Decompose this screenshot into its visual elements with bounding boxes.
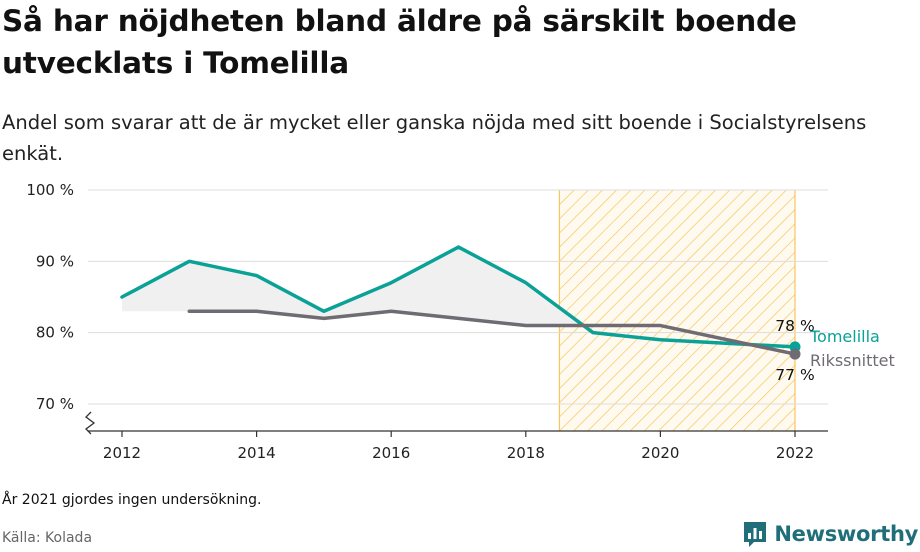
chart-subtitle: Andel som svarar att de är mycket eller … [2,111,867,165]
x-tick-label: 2018 [507,444,545,462]
brand-logo: Newsworthy [742,517,918,551]
highlight-range [559,190,795,431]
end-point-rikssnittet [789,348,801,360]
x-tick-label: 2012 [103,444,141,462]
line-chart: 70 % 80 % 90 % 100 % 2012 2014 2016 2018 2020 20… [26,181,895,462]
end-value-label: 77 % [775,366,814,384]
source-note: Källa: Kolada [2,530,93,546]
y-tick-label: 90 % [36,252,74,270]
y-tick-label: 70 % [36,395,74,413]
series-line-tomelilla [120,245,797,349]
series-label-tomelilla: Tomelilla [809,327,880,346]
end-value-label: 78 % [775,317,814,335]
x-tick-label: 2020 [641,444,679,462]
difference-area [122,247,584,326]
chart-title: Så har nöjdheten bland äldre på särskilt… [2,4,797,80]
x-tick-label: 2016 [372,444,410,462]
series-line-rikssnittet [187,309,797,356]
newsworthy-logo-icon [744,522,767,547]
axis-break-icon [85,411,96,435]
brand-name: Newsworthy [774,522,918,546]
y-tick-label: 100 % [26,181,74,199]
series-label-rikssnittet: Rikssnittet [810,351,895,370]
footnote: År 2021 gjordes ingen undersökning. [2,492,262,508]
y-tick-label: 80 % [36,324,74,342]
x-tick-label: 2014 [238,444,276,462]
x-tick-label: 2022 [776,444,814,462]
